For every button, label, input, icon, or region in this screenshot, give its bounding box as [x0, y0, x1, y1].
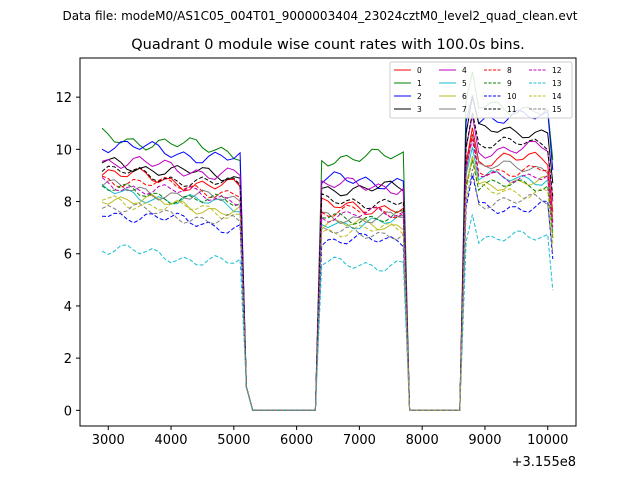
- legend-label-2: 2: [417, 92, 422, 101]
- series-line-3: [101, 96, 554, 411]
- series-line-9: [101, 159, 554, 411]
- x-tick-label: 5000: [217, 433, 250, 448]
- x-tick-label: 10000: [527, 433, 568, 448]
- y-tick-label: 2: [64, 352, 72, 367]
- legend-label-0: 0: [417, 66, 422, 75]
- x-tick-label: 9000: [468, 433, 501, 448]
- x-tick-label: 8000: [406, 433, 439, 448]
- legend-label-8: 8: [507, 66, 512, 75]
- series-line-12: [101, 139, 554, 411]
- legend-label-1: 1: [417, 79, 422, 88]
- x-axis-offset-label: +3.155e8: [512, 455, 576, 470]
- series-line-15: [101, 168, 554, 411]
- figure-suptitle: Data file: modeM0/AS1C05_004T01_90000034…: [62, 9, 577, 23]
- y-tick-label: 4: [64, 300, 72, 315]
- legend-label-15: 15: [552, 105, 562, 114]
- legend-label-3: 3: [417, 105, 422, 114]
- x-tick-label: 3000: [92, 433, 125, 448]
- legend-frame: [389, 61, 573, 119]
- legend-label-5: 5: [462, 79, 467, 88]
- legend-label-14: 14: [552, 92, 562, 101]
- x-tick-label: 7000: [343, 433, 376, 448]
- series-line-5: [101, 147, 554, 411]
- series-line-2: [101, 95, 554, 411]
- plot-area: 3000 4000 5000 6000 7000 8000 9000 10000 0 2 4 6 8 1…: [55, 57, 577, 470]
- legend-label-7: 7: [462, 105, 467, 114]
- series-line-14: [101, 156, 554, 411]
- legend-label-6: 6: [462, 92, 467, 101]
- y-axis: 0 2 4 6 8 10 12: [55, 91, 80, 419]
- legend-label-4: 4: [462, 66, 467, 75]
- x-axis: 3000 4000 5000 6000 7000 8000 9000 10000: [92, 426, 568, 448]
- y-tick-label: 10: [55, 143, 72, 158]
- y-tick-label: 8: [64, 196, 72, 211]
- series-line-10: [101, 174, 554, 411]
- legend-label-10: 10: [507, 92, 517, 101]
- x-tick-label: 6000: [280, 433, 313, 448]
- legend-label-13: 13: [552, 79, 562, 88]
- y-tick-label: 6: [64, 248, 72, 263]
- series-line-0: [101, 127, 554, 411]
- series-line-4: [101, 115, 554, 411]
- series-layer: [101, 71, 554, 411]
- legend-label-12: 12: [552, 66, 562, 75]
- series-line-13: [101, 214, 554, 411]
- chart-title: Quadrant 0 module wise count rates with …: [131, 37, 525, 53]
- legend-label-11: 11: [507, 105, 517, 114]
- x-tick-label: 4000: [154, 433, 187, 448]
- y-tick-label: 12: [55, 91, 72, 106]
- y-tick-label: 0: [64, 404, 72, 419]
- series-line-11: [101, 112, 554, 411]
- series-line-8: [101, 134, 554, 411]
- legend-label-9: 9: [507, 79, 512, 88]
